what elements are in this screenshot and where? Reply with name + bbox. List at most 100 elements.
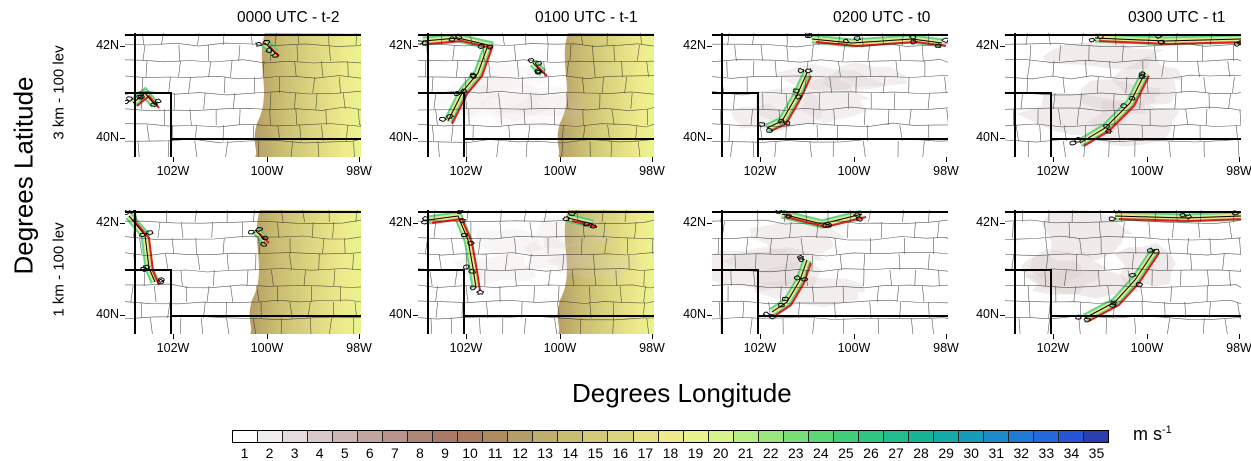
lat-tick (120, 46, 125, 47)
cell-contour (1147, 247, 1154, 253)
lon-label-102w: 102W (743, 164, 777, 178)
colorbar-labels: 1 2 3 4 5 6 7 8 9 10 11 12 13 14 15 16 17 18 19 20 21 22 23 24 2… (232, 445, 1109, 461)
lon-tick (1053, 334, 1054, 339)
cell-contour (486, 44, 494, 50)
gust-field (712, 247, 807, 292)
colorbar-label-8: 8 (416, 445, 424, 461)
colorbar-cell-24 (808, 431, 834, 442)
cell-contour (781, 296, 789, 302)
cell-contour (1104, 128, 1114, 134)
map-svg (418, 210, 654, 334)
column-title-4: 0300 UTC - t1 (1128, 9, 1226, 26)
gust-field (1086, 100, 1180, 147)
cell-contour (1179, 213, 1188, 218)
cell-contour (255, 42, 263, 47)
cell-contour (255, 226, 264, 233)
gust-field (458, 72, 545, 126)
map-panel-r2-c1 (125, 210, 361, 334)
lat-label-42n: 42N (96, 38, 119, 52)
state-boundaries (125, 33, 361, 157)
y-axis-label: Degrees Latitude (8, 76, 39, 275)
lon-label-102w: 102W (449, 164, 483, 178)
colorbar-cell-29 (933, 431, 959, 442)
lat-tick (707, 138, 712, 139)
colorbar-label-13: 13 (537, 445, 553, 461)
cell-contour (855, 216, 863, 222)
state-boundaries (712, 210, 948, 334)
gust-field (535, 215, 621, 249)
colorbar-label-9: 9 (441, 445, 449, 461)
gust-front-1 (770, 75, 812, 132)
cell-contour (454, 34, 463, 41)
lat-tick (1000, 223, 1005, 224)
cell-contour (533, 68, 542, 74)
cell-contour (158, 277, 165, 283)
colorbar-label-26: 26 (863, 445, 879, 461)
colorbar-cell-16 (608, 431, 634, 442)
cell-contour (469, 285, 477, 291)
lon-tick (760, 157, 761, 162)
lat-tick (413, 138, 418, 139)
colorbar-label-21: 21 (737, 445, 754, 461)
lat-label-42n: 42N (96, 215, 119, 229)
lat-tick (707, 46, 712, 47)
cell-contour (1108, 216, 1117, 222)
cell-contour (125, 99, 130, 105)
colorbar-label-2: 2 (265, 445, 274, 461)
cell-contour (934, 43, 942, 49)
colorbar-cell-14 (558, 431, 584, 442)
lat-label-42n: 42N (976, 38, 999, 52)
colorbar-label-25: 25 (838, 445, 854, 461)
map-svg (1005, 33, 1241, 157)
colorbar-cell-17 (633, 431, 659, 442)
cell-contour (1083, 317, 1091, 323)
cell-contour (783, 120, 791, 126)
colorbar-cell-32 (1008, 431, 1034, 442)
colorbar-units: m s-1 (1133, 424, 1172, 445)
gust-front-0 (431, 217, 481, 292)
reflectivity-contour-0 (1094, 37, 1241, 42)
colorbar-label-28: 28 (913, 445, 929, 461)
cell-contour (259, 241, 268, 247)
row-label-1km: 1 km - 100 lev (50, 222, 68, 317)
lon-tick (1239, 334, 1240, 339)
cell-contour (150, 102, 158, 108)
cell-contour (796, 254, 804, 260)
cell-contour (142, 264, 151, 270)
colorbar-cell-6 (358, 431, 384, 442)
colorbar-cell-21 (733, 431, 759, 442)
colorbar-label-16: 16 (612, 445, 629, 461)
lon-label-100w: 100W (250, 164, 284, 178)
cell-contour (146, 230, 154, 236)
cell-contour (247, 230, 256, 235)
colorbar-cell-12 (508, 431, 534, 442)
lat-tick (1000, 46, 1005, 47)
x-axis-label: Degrees Longitude (572, 378, 792, 408)
lat-tick (413, 46, 418, 47)
map-panel-r2-c4 (1005, 210, 1241, 334)
cell-contour (822, 223, 831, 229)
cell-contour (1103, 124, 1110, 130)
cell-contour (941, 37, 948, 43)
colorbar-cell-30 (958, 431, 984, 442)
lon-tick (854, 157, 855, 162)
lon-tick (652, 334, 653, 339)
reflectivity-contour-1 (254, 229, 266, 241)
column-title-3: 0200 UTC - t0 (833, 9, 931, 26)
colorbar-cell-9 (433, 431, 459, 442)
colorbar-cell-31 (983, 431, 1009, 442)
column-title-1: 0000 UTC - t-2 (237, 9, 340, 26)
lon-label-98w: 98W (639, 164, 665, 178)
units-exponent: -1 (1162, 424, 1172, 436)
cell-contour (777, 118, 785, 124)
gust-field (1042, 41, 1165, 70)
cell-contour (154, 98, 162, 104)
colorbar-cell-8 (408, 431, 434, 442)
colorbar-cell-5 (333, 431, 359, 442)
colorbar-label-30: 30 (963, 445, 979, 461)
colorbar-label-10: 10 (462, 445, 478, 461)
lat-tick (707, 223, 712, 224)
colorbar-cell-15 (583, 431, 609, 442)
cell-contour (270, 53, 279, 58)
colorbar-cell-22 (758, 431, 784, 442)
